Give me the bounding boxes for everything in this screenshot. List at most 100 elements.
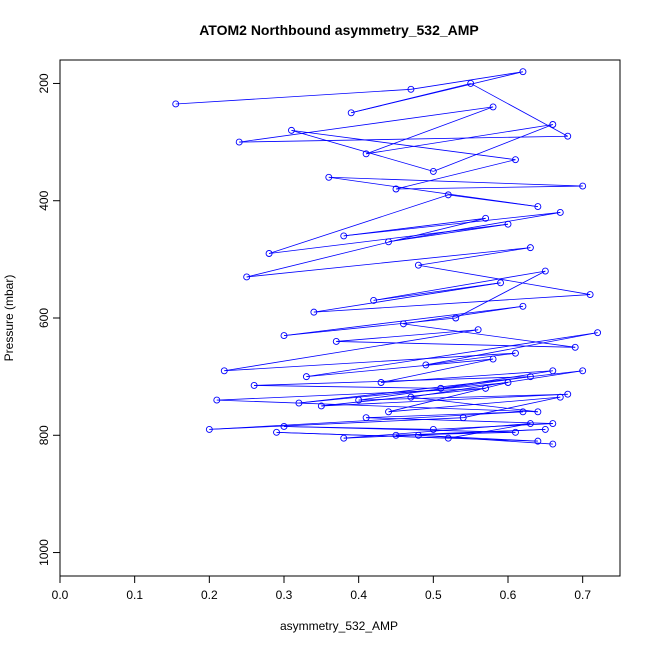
series-segment bbox=[403, 323, 576, 348]
chart-title: ATOM2 Northbound asymmetry_532_AMP bbox=[199, 22, 479, 38]
series-segment bbox=[343, 429, 546, 439]
data-point bbox=[414, 431, 422, 439]
x-tick-label: 0.1 bbox=[126, 588, 143, 602]
data-point bbox=[377, 379, 385, 386]
series-segment bbox=[365, 106, 494, 155]
data-point bbox=[288, 126, 295, 134]
x-axis-label: asymmetry_532_AMP bbox=[280, 619, 398, 633]
data-point bbox=[579, 182, 587, 190]
series-segment bbox=[216, 387, 486, 401]
series-segment bbox=[321, 393, 568, 407]
series-segment bbox=[254, 385, 441, 389]
x-tick-label: 0.3 bbox=[276, 588, 293, 602]
data-point bbox=[385, 238, 392, 246]
data-point bbox=[549, 440, 557, 448]
data-point bbox=[519, 302, 527, 310]
series-segment bbox=[239, 106, 494, 143]
data-point bbox=[407, 393, 415, 401]
data-point bbox=[564, 390, 572, 398]
data-point bbox=[534, 203, 542, 211]
series-segment bbox=[448, 194, 538, 207]
series-segment bbox=[455, 270, 546, 319]
series-segment bbox=[268, 194, 449, 254]
data-point bbox=[541, 425, 549, 433]
series-segment bbox=[440, 370, 553, 389]
data-point bbox=[340, 434, 348, 442]
data-point bbox=[549, 121, 557, 128]
series-segment bbox=[373, 282, 501, 301]
series-segment bbox=[448, 423, 531, 439]
data-point bbox=[265, 250, 273, 257]
data-point bbox=[549, 420, 557, 427]
data-point bbox=[444, 434, 452, 442]
data-point bbox=[534, 408, 542, 416]
data-point bbox=[556, 209, 564, 216]
series-segment bbox=[433, 124, 553, 172]
series-segment bbox=[395, 185, 583, 190]
data-point bbox=[400, 320, 407, 328]
data-point bbox=[444, 191, 452, 199]
data-point bbox=[332, 338, 340, 345]
data-point bbox=[549, 367, 557, 375]
x-tick-label: 0.0 bbox=[52, 588, 69, 602]
series-segment bbox=[388, 212, 561, 243]
data-point bbox=[235, 138, 243, 146]
series-segment bbox=[351, 83, 471, 114]
series-segment bbox=[366, 417, 553, 424]
data-point bbox=[504, 220, 512, 228]
series-segment bbox=[388, 396, 561, 413]
series-segment bbox=[388, 223, 509, 243]
x-tick-label: 0.2 bbox=[201, 588, 218, 602]
data-point bbox=[586, 291, 594, 298]
y-tick-label: 200 bbox=[37, 73, 51, 93]
y-tick-label: 400 bbox=[37, 190, 51, 210]
series-segment bbox=[291, 129, 434, 172]
data-point bbox=[482, 214, 490, 222]
data-point bbox=[541, 267, 549, 275]
data-point bbox=[310, 308, 318, 316]
series-segment bbox=[291, 129, 516, 161]
x-tick-label: 0.6 bbox=[500, 588, 517, 602]
data-point bbox=[429, 167, 437, 175]
series-segment bbox=[298, 382, 509, 404]
data-point bbox=[526, 244, 534, 252]
series-segment bbox=[306, 332, 598, 378]
data-point bbox=[437, 384, 445, 392]
y-tick-label: 800 bbox=[37, 425, 51, 445]
data-point bbox=[213, 396, 221, 404]
series-segment bbox=[336, 329, 479, 342]
data-point bbox=[467, 80, 475, 87]
data-point bbox=[370, 296, 378, 304]
series-segment bbox=[358, 393, 568, 401]
data-point bbox=[407, 85, 415, 93]
data-point bbox=[340, 232, 348, 240]
y-axis-label: Pressure (mbar) bbox=[2, 275, 16, 362]
data-point bbox=[325, 173, 333, 181]
series-segment bbox=[403, 305, 523, 325]
data-point bbox=[205, 425, 213, 433]
series-segment bbox=[306, 358, 494, 378]
data-point bbox=[512, 156, 519, 164]
data-point bbox=[280, 332, 288, 340]
data-point bbox=[459, 414, 467, 422]
data-point bbox=[482, 384, 490, 392]
data-point bbox=[355, 396, 363, 404]
series-segment bbox=[246, 247, 531, 278]
data-point bbox=[414, 261, 422, 269]
plot-frame bbox=[59, 59, 621, 577]
data-point bbox=[579, 367, 587, 375]
x-tick-label: 0.7 bbox=[574, 588, 591, 602]
data-point bbox=[504, 379, 512, 386]
series-segment bbox=[224, 352, 516, 372]
data-point bbox=[362, 414, 370, 422]
data-point bbox=[280, 423, 288, 430]
data-point bbox=[273, 428, 280, 436]
data-point bbox=[497, 279, 504, 287]
series-segment bbox=[283, 317, 456, 336]
series-segment bbox=[418, 264, 591, 295]
data-point bbox=[534, 437, 542, 445]
series-segment bbox=[366, 124, 553, 155]
data-point bbox=[250, 381, 258, 389]
series-segment bbox=[313, 294, 591, 313]
